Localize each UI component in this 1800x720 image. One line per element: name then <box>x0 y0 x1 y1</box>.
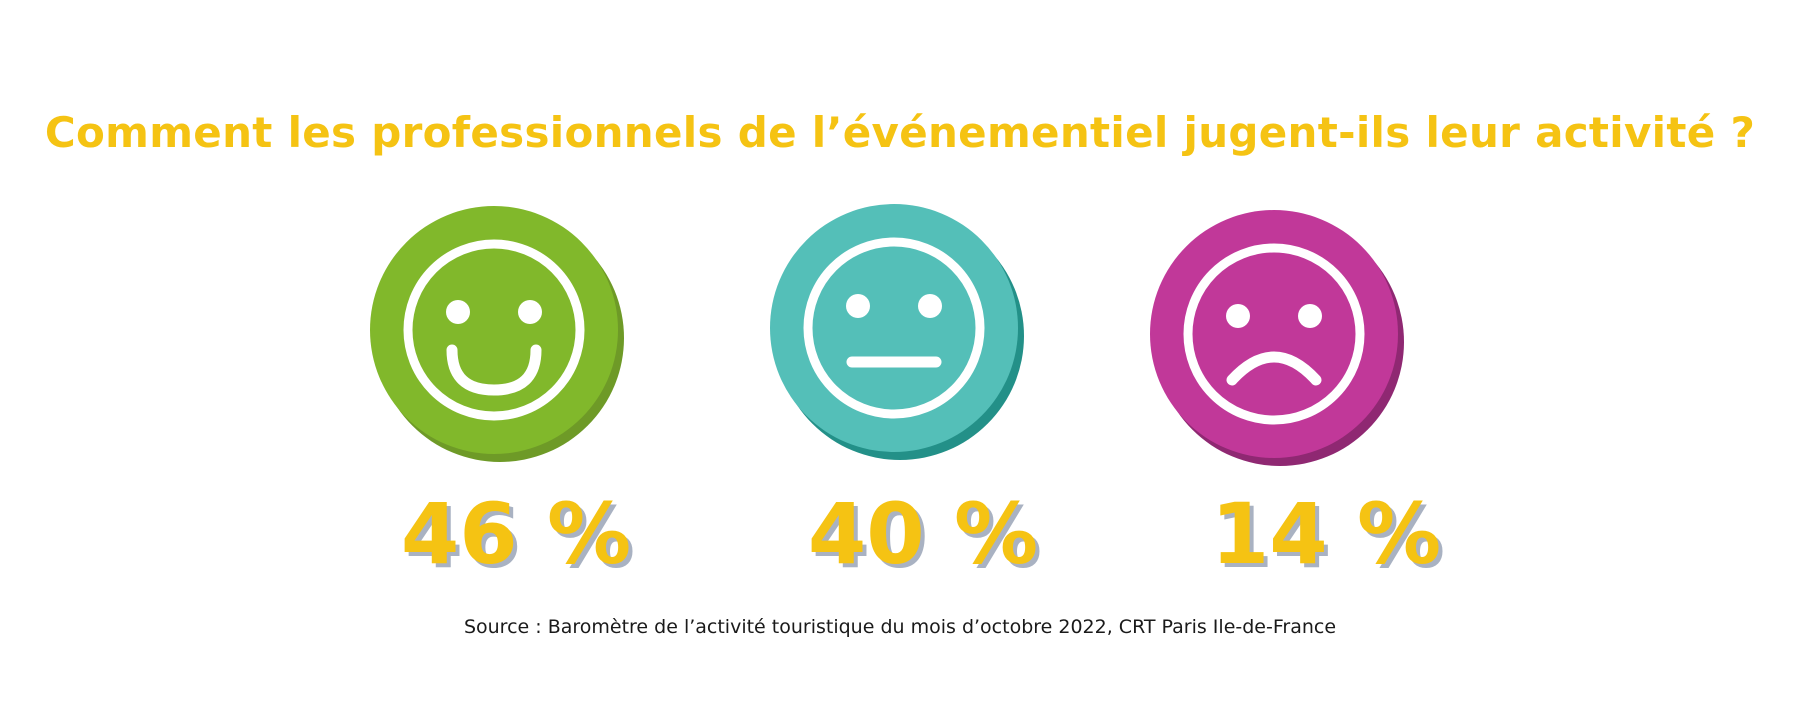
percent-happy: 46 % <box>400 485 632 583</box>
percent-sad: 14 % <box>1210 485 1442 583</box>
happy-face-icon <box>366 202 626 462</box>
percent-neutral: 40 % <box>807 485 1039 583</box>
left-eye <box>1226 304 1250 328</box>
left-eye <box>446 300 470 324</box>
left-eye <box>846 294 870 318</box>
right-eye <box>1298 304 1322 328</box>
source-note: Source : Baromètre de l’activité tourist… <box>463 616 1337 638</box>
frown-mouth <box>1226 351 1322 386</box>
right-eye <box>518 300 542 324</box>
neutral-face-icon <box>766 200 1026 460</box>
sad-face-icon <box>1146 206 1406 466</box>
smile-mouth <box>446 344 542 396</box>
face-ring <box>1183 243 1365 425</box>
right-eye <box>918 294 942 318</box>
face-ring <box>803 237 985 419</box>
face-ring <box>403 239 585 421</box>
page-title: Comment les professionnels de l’événemen… <box>44 108 1756 157</box>
